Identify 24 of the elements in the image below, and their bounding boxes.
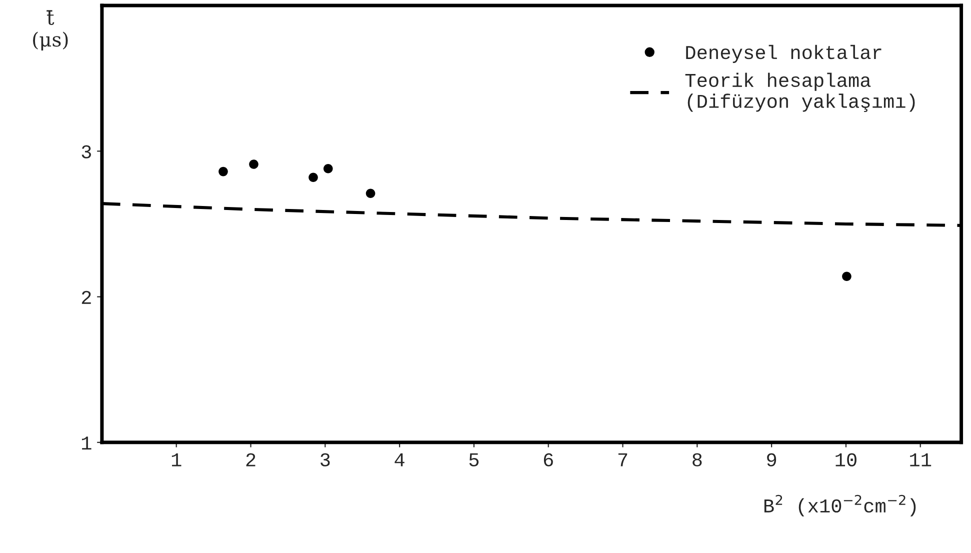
x-tick-label: 5 [469,453,479,466]
x-tick-label: 10 [836,453,856,466]
text: B$^{2}$ (x10$^{−2}$cm$^{−2}$) [764,494,916,516]
legend-label: Teorik hesaplama (Difüzyon yaklaşımı) [685,72,915,112]
x-tick-label: 4 [394,453,404,466]
x-tick-label: 8 [692,453,702,466]
x-tick-label: 9 [767,453,776,466]
x-tick-label: 6 [544,453,553,466]
point [249,160,258,169]
y-tick-label: 3 [82,145,91,158]
point [323,164,333,174]
y-tick-label: 2 [82,290,91,304]
point [308,172,318,182]
y-axis-title: t̄ (μs) [33,10,68,50]
point [218,166,228,176]
point [842,272,852,282]
x-tick-label: 3 [320,453,330,466]
x-tick-label: 2 [246,453,256,466]
legend-label: Deneysel noktalar [686,44,882,63]
point [366,188,376,198]
x-tick-label: 11 [910,453,932,466]
x-tick-label: 7 [618,453,628,466]
y-tick-label: 1 [82,436,92,450]
x-tick-label: 1 [172,453,182,466]
